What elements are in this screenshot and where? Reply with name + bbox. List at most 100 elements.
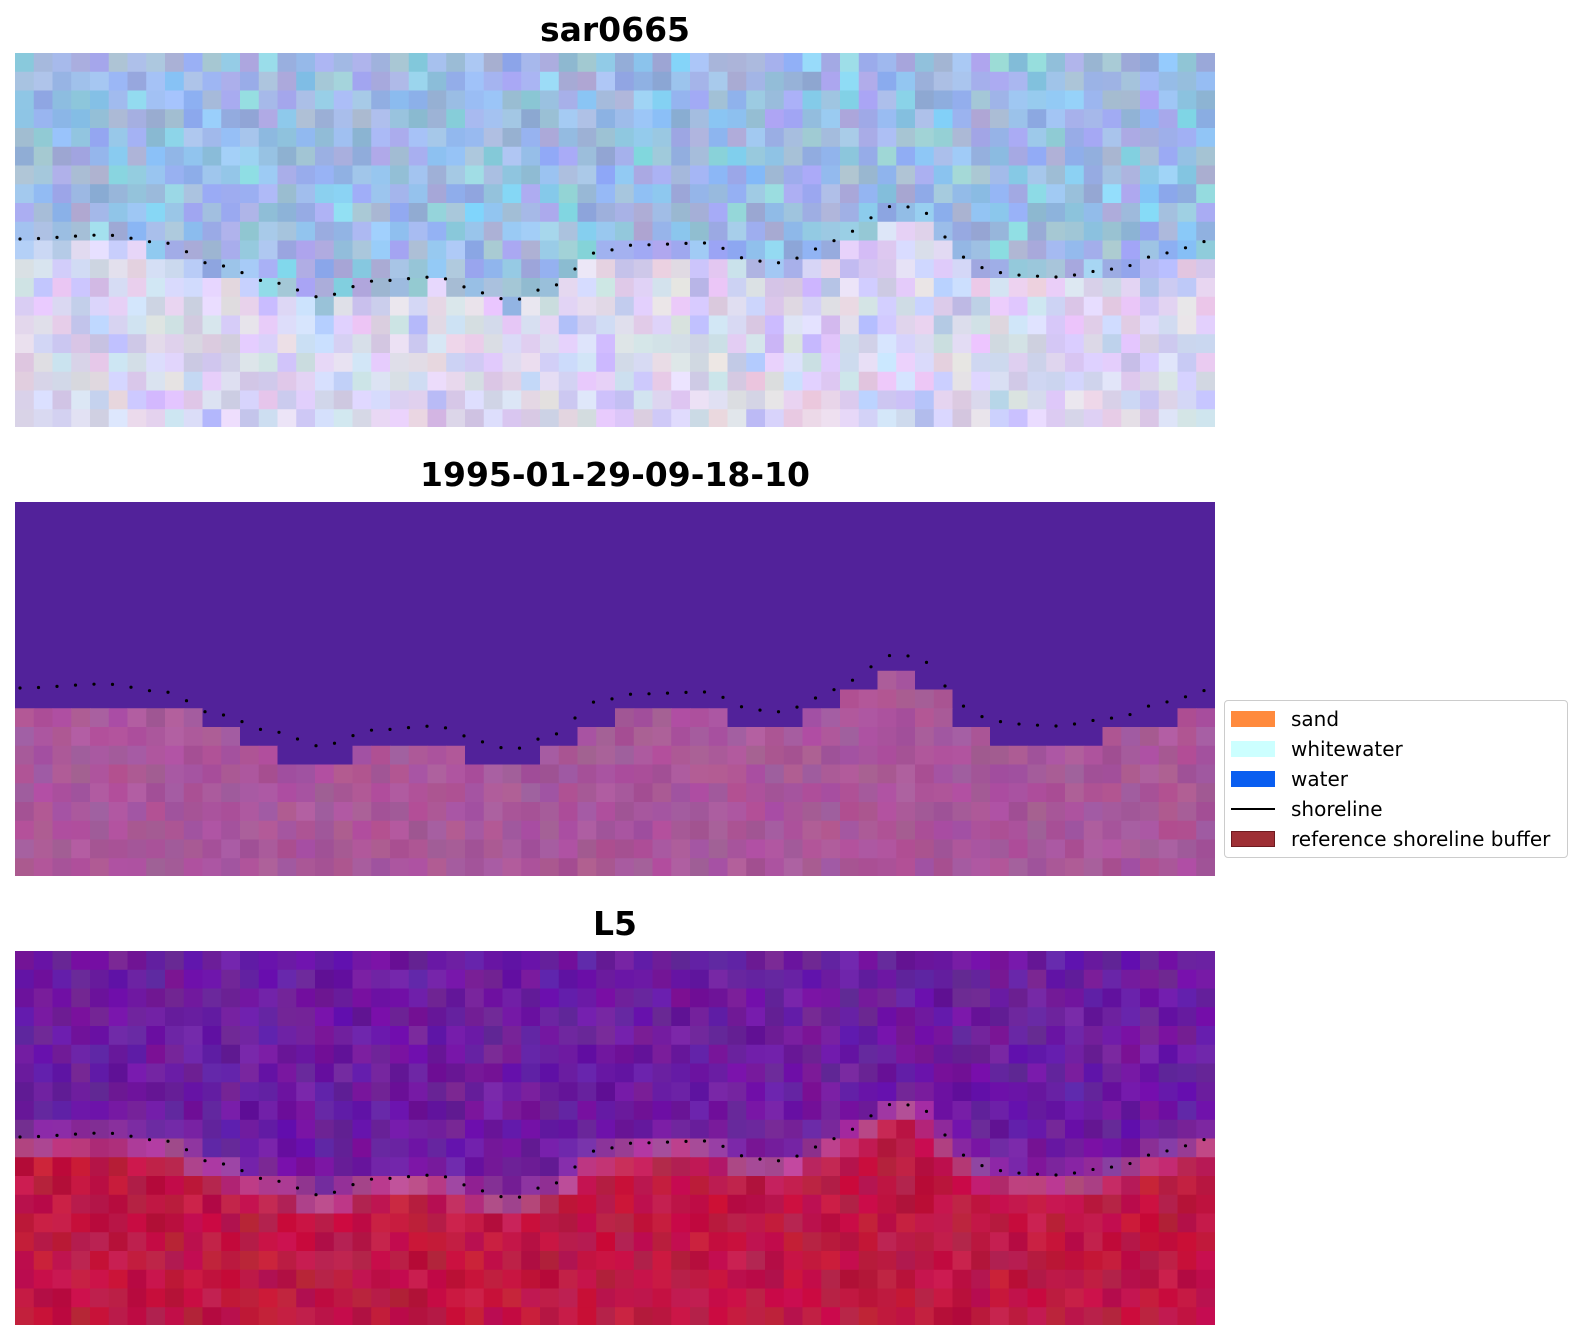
image-pixel	[333, 184, 354, 204]
image-pixel	[971, 558, 991, 578]
image-pixel	[296, 1138, 316, 1158]
image-pixel	[427, 203, 447, 223]
image-pixel	[952, 708, 972, 728]
image-pixel	[465, 409, 485, 427]
image-pixel	[690, 296, 710, 317]
image-pixel	[1027, 670, 1047, 691]
image-pixel	[840, 390, 860, 410]
image-pixel	[746, 1194, 766, 1215]
image-pixel	[146, 165, 166, 185]
image-pixel	[15, 390, 35, 410]
image-pixel	[765, 315, 785, 335]
image-pixel	[1046, 278, 1066, 298]
image-pixel	[596, 1138, 616, 1158]
image-pixel	[33, 951, 54, 971]
image-pixel	[390, 1007, 410, 1027]
image-pixel	[708, 727, 729, 747]
image-pixel	[296, 296, 316, 317]
image-pixel	[202, 708, 222, 728]
image-pixel	[183, 165, 204, 185]
image-pixel	[15, 727, 35, 747]
image-pixel	[1046, 1063, 1066, 1083]
image-pixel	[240, 128, 260, 148]
image-pixel	[1158, 1044, 1179, 1065]
image-pixel	[71, 1138, 91, 1158]
image-pixel	[1102, 409, 1122, 427]
image-pixel	[971, 90, 991, 110]
shoreline-point	[813, 696, 818, 700]
image-pixel	[296, 1063, 316, 1083]
image-pixel	[652, 1194, 672, 1215]
image-pixel	[90, 988, 110, 1008]
shoreline-point	[462, 734, 466, 738]
shoreline-point	[480, 1189, 485, 1193]
image-pixel	[558, 1194, 579, 1215]
image-pixel	[1121, 1232, 1141, 1252]
image-pixel	[633, 951, 654, 971]
image-pixel	[671, 727, 691, 747]
image-pixel	[408, 1026, 429, 1046]
image-pixel	[333, 240, 354, 260]
image-pixel	[896, 577, 916, 597]
image-pixel	[1083, 1082, 1104, 1102]
image-pixel	[1046, 802, 1066, 822]
image-pixel	[52, 1176, 72, 1196]
shoreline-point	[721, 246, 725, 250]
image-pixel	[1027, 1157, 1047, 1177]
image-pixel	[240, 371, 260, 392]
image-pixel	[1046, 783, 1066, 803]
image-pixel	[352, 1082, 372, 1102]
image-pixel	[71, 689, 91, 709]
panel-title-date: 1995-01-29-09-18-10	[420, 455, 810, 494]
image-pixel	[1046, 1251, 1066, 1271]
image-pixel	[1008, 708, 1029, 728]
image-pixel	[915, 502, 935, 522]
image-pixel	[558, 334, 579, 354]
image-pixel	[446, 951, 466, 971]
image-pixel	[540, 614, 560, 634]
image-pixel	[408, 71, 429, 92]
image-pixel	[971, 390, 991, 410]
image-pixel	[15, 745, 35, 766]
shoreline-point	[73, 683, 78, 687]
image-pixel	[990, 652, 1010, 672]
legend-label-sand: sand	[1291, 707, 1340, 731]
image-pixel	[1083, 577, 1104, 597]
image-pixel	[427, 221, 447, 242]
image-pixel	[671, 1138, 691, 1158]
shoreline-point	[998, 271, 1003, 275]
image-pixel	[690, 334, 710, 354]
image-pixel	[277, 128, 297, 148]
image-pixel	[333, 1251, 354, 1271]
image-pixel	[840, 184, 860, 204]
image-pixel	[277, 502, 297, 522]
image-pixel	[727, 577, 747, 597]
image-pixel	[877, 614, 897, 634]
image-pixel	[577, 278, 597, 298]
image-pixel	[390, 278, 410, 298]
image-pixel	[333, 1007, 354, 1027]
image-pixel	[277, 558, 297, 578]
image-pixel	[33, 296, 54, 317]
image-pixel	[858, 71, 879, 92]
image-pixel	[915, 520, 935, 541]
image-pixel	[165, 71, 185, 92]
image-pixel	[840, 764, 860, 784]
image-pixel	[502, 520, 522, 541]
image-pixel	[1121, 969, 1141, 990]
image-pixel	[558, 558, 579, 578]
image-pixel	[858, 221, 879, 242]
image-pixel	[277, 184, 297, 204]
image-pixel	[71, 783, 91, 803]
image-pixel	[1158, 988, 1179, 1008]
image-pixel	[1102, 1082, 1122, 1102]
image-pixel	[990, 633, 1010, 653]
image-pixel	[708, 128, 729, 148]
image-pixel	[821, 296, 841, 317]
image-pixel	[333, 203, 354, 223]
image-pixel	[165, 353, 185, 373]
image-pixel	[915, 1307, 935, 1325]
image-pixel	[690, 689, 710, 709]
image-pixel	[333, 1044, 354, 1065]
image-pixel	[877, 1119, 897, 1140]
